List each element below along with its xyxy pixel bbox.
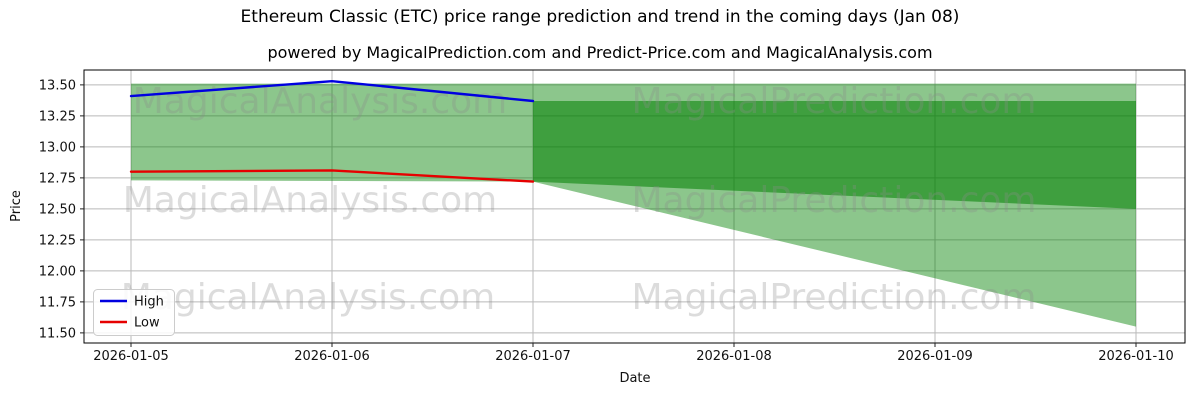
- y-tick-label: 12.00: [39, 264, 76, 279]
- y-tick-label: 12.25: [39, 233, 76, 248]
- y-axis-label: Price: [9, 190, 24, 222]
- range-bands: [131, 83, 1136, 327]
- y-tick-label: 12.75: [39, 171, 76, 186]
- watermark-text: MagicalAnalysis.com: [121, 277, 495, 318]
- y-tick-label: 12.50: [39, 202, 76, 217]
- chart-title: Ethereum Classic (ETC) price range predi…: [240, 7, 960, 27]
- legend-label-low: Low: [134, 316, 160, 331]
- legend-label-high: High: [134, 295, 164, 310]
- y-tick-label: 13.00: [39, 140, 76, 155]
- watermark-text: MagicalPrediction.com: [632, 180, 1037, 221]
- chart-subtitle: powered by MagicalPrediction.com and Pre…: [267, 43, 933, 62]
- y-tick-label: 11.75: [39, 295, 76, 310]
- x-axis-label: Date: [619, 371, 650, 386]
- x-tick-label: 2026-01-10: [1098, 349, 1174, 364]
- x-tick-label: 2026-01-06: [294, 349, 370, 364]
- watermark-text: MagicalPrediction.com: [632, 277, 1037, 318]
- x-tick-label: 2026-01-07: [495, 349, 571, 364]
- watermark-text: MagicalAnalysis.com: [133, 81, 507, 122]
- forecast-range-band: [533, 101, 1136, 209]
- plot-border: [83, 69, 1186, 344]
- x-tick-label: 2026-01-08: [696, 349, 772, 364]
- y-tick-label: 11.50: [39, 326, 76, 341]
- watermark-text: MagicalPrediction.com: [632, 81, 1037, 122]
- x-tick-label: 2026-01-09: [897, 349, 973, 364]
- tick-labels: 11.50 11.75 12.00 12.25 12.50 12.75 13.00 13.25…: [39, 78, 1174, 364]
- y-tick-label: 13.50: [39, 78, 76, 93]
- watermark-text: MagicalAnalysis.com: [123, 180, 497, 221]
- axis-ticks: [80, 84, 1137, 347]
- low-line: [129, 169, 535, 183]
- watermarks: MagicalAnalysis.com MagicalPrediction.com…: [121, 81, 1037, 318]
- y-tick-label: 13.25: [39, 109, 76, 124]
- series-lines: [129, 79, 535, 183]
- x-tick-label: 2026-01-05: [93, 349, 169, 364]
- high-line: [129, 79, 535, 103]
- legend: High Low: [93, 289, 175, 336]
